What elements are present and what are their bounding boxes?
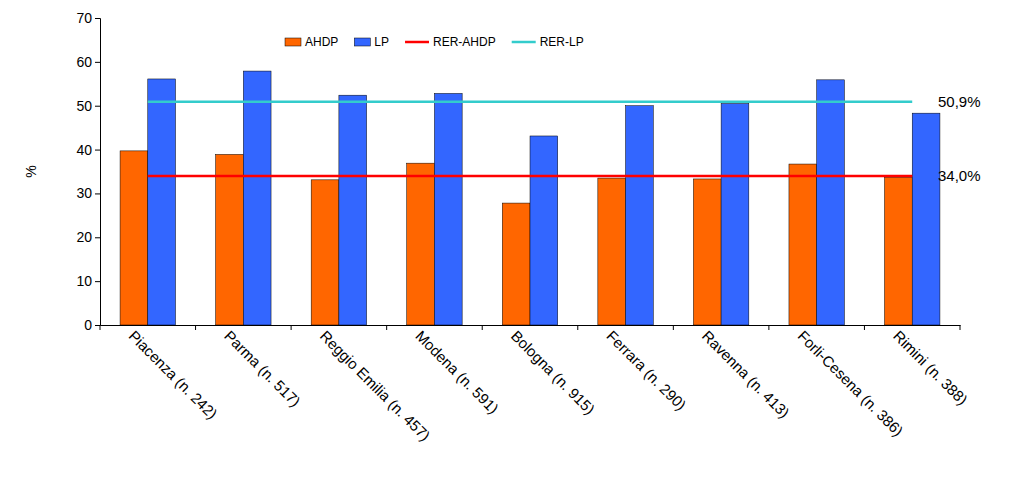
legend-label: RER-AHDP <box>433 35 496 49</box>
category-separator <box>960 325 961 330</box>
bar <box>626 106 654 325</box>
y-tick: 40 <box>76 142 100 158</box>
category-separator <box>768 325 769 330</box>
x-tick: Bologna (n. 915) <box>508 325 598 418</box>
legend-item: RER-LP <box>512 35 584 49</box>
legend-swatch <box>512 41 536 44</box>
legend-item: RER-AHDP <box>405 35 496 49</box>
legend-item: LP <box>354 35 389 49</box>
y-tick: 70 <box>76 10 100 26</box>
y-tick-mark <box>95 150 100 151</box>
category-separator <box>195 325 196 330</box>
y-tick: 50 <box>76 98 100 114</box>
category-separator <box>291 325 292 330</box>
bar <box>912 113 940 325</box>
bar-series <box>120 151 912 325</box>
chart: 0 10 20 30 40 50 60 70% Piacenza (n. 242)Parma (… <box>0 0 1024 502</box>
y-tick-label: 60 <box>76 54 92 70</box>
bar <box>243 71 271 325</box>
category-separator <box>100 325 101 330</box>
y-tick-mark <box>95 237 100 238</box>
y-tick: 0 <box>84 317 100 333</box>
y-axis: 0 10 20 30 40 50 60 70 <box>76 10 100 333</box>
legend-swatch <box>405 41 429 44</box>
y-tick: 10 <box>76 273 100 289</box>
bar <box>407 163 435 325</box>
bar <box>148 79 176 325</box>
bar <box>120 151 148 325</box>
x-tick: Ravenna (n. 413) <box>699 325 793 421</box>
legend-label: RER-LP <box>540 35 584 49</box>
y-tick-label: 30 <box>76 185 92 201</box>
x-tick-label: Reggio Emilia (n. 457) <box>317 327 434 444</box>
y-tick-mark <box>95 106 100 107</box>
y-tick: 60 <box>76 54 100 70</box>
annotation: 34,0% <box>938 167 981 184</box>
category-separator <box>577 325 578 330</box>
bar <box>434 93 462 325</box>
y-tick-mark <box>95 325 100 326</box>
x-tick: Parma (n. 517) <box>221 325 304 410</box>
bar <box>216 154 244 325</box>
y-axis-title: % <box>23 165 39 177</box>
y-tick-label: 10 <box>76 273 92 289</box>
y-tick: 20 <box>76 229 100 245</box>
y-tick-mark <box>95 62 100 63</box>
bar <box>817 80 845 325</box>
reference-line <box>148 101 912 104</box>
y-tick-label: 70 <box>76 10 92 26</box>
x-tick-label: Ravenna (n. 413) <box>699 327 793 421</box>
y-tick: 30 <box>76 185 100 201</box>
x-axis: Piacenza (n. 242)Parma (n. 517)Reggio Em… <box>101 325 972 444</box>
y-axis-line <box>95 19 101 326</box>
x-tick-label: Piacenza (n. 242) <box>126 327 221 422</box>
x-tick: Rimini (n. 388) <box>890 325 971 408</box>
y-tick-mark <box>95 281 100 282</box>
x-tick-label: Forli-Cesena (n. 386) <box>795 327 907 439</box>
bar <box>789 164 817 325</box>
reference-line <box>148 175 912 178</box>
x-tick: Forli-Cesena (n. 386) <box>795 325 907 439</box>
bar <box>598 178 626 325</box>
bar <box>721 104 749 325</box>
x-tick-label: Parma (n. 517) <box>221 327 304 410</box>
category-separator <box>673 325 674 330</box>
x-tick-label: Bologna (n. 915) <box>508 327 598 417</box>
plot-marks <box>120 71 940 325</box>
category-separator <box>864 325 865 330</box>
x-tick: Modena (n. 591) <box>412 325 502 417</box>
legend-item: AHDP <box>285 35 338 49</box>
bar <box>339 95 367 325</box>
category-separator <box>482 325 483 330</box>
legend-label: AHDP <box>305 35 338 49</box>
y-tick-mark <box>95 193 100 194</box>
legend-label: LP <box>374 35 389 49</box>
legend-swatch <box>285 38 301 46</box>
x-tick-label: Rimini (n. 388) <box>890 327 971 408</box>
y-tick-label: 50 <box>76 98 92 114</box>
bar <box>885 177 913 325</box>
legend: AHDP LP RER-AHDP RER-LP <box>285 35 584 49</box>
x-tick-label: Ferrara (n. 290) <box>603 327 689 413</box>
y-tick-label: 0 <box>84 317 92 333</box>
bar <box>311 180 339 325</box>
legend-swatch <box>354 38 370 46</box>
x-tick: Piacenza (n. 242) <box>126 325 221 422</box>
x-axis-line <box>101 325 961 326</box>
bar <box>530 136 558 325</box>
y-tick-mark <box>95 18 100 19</box>
category-separators <box>100 325 960 330</box>
x-tick: Ferrara (n. 290) <box>603 325 689 413</box>
category-separator <box>386 325 387 330</box>
bar <box>693 179 721 325</box>
bar-series <box>148 71 940 325</box>
y-tick-label: 40 <box>76 142 92 158</box>
bar <box>502 203 530 325</box>
x-tick-label: Modena (n. 591) <box>412 327 502 417</box>
y-tick-label: 20 <box>76 229 92 245</box>
annotation: 50,9% <box>938 93 981 110</box>
